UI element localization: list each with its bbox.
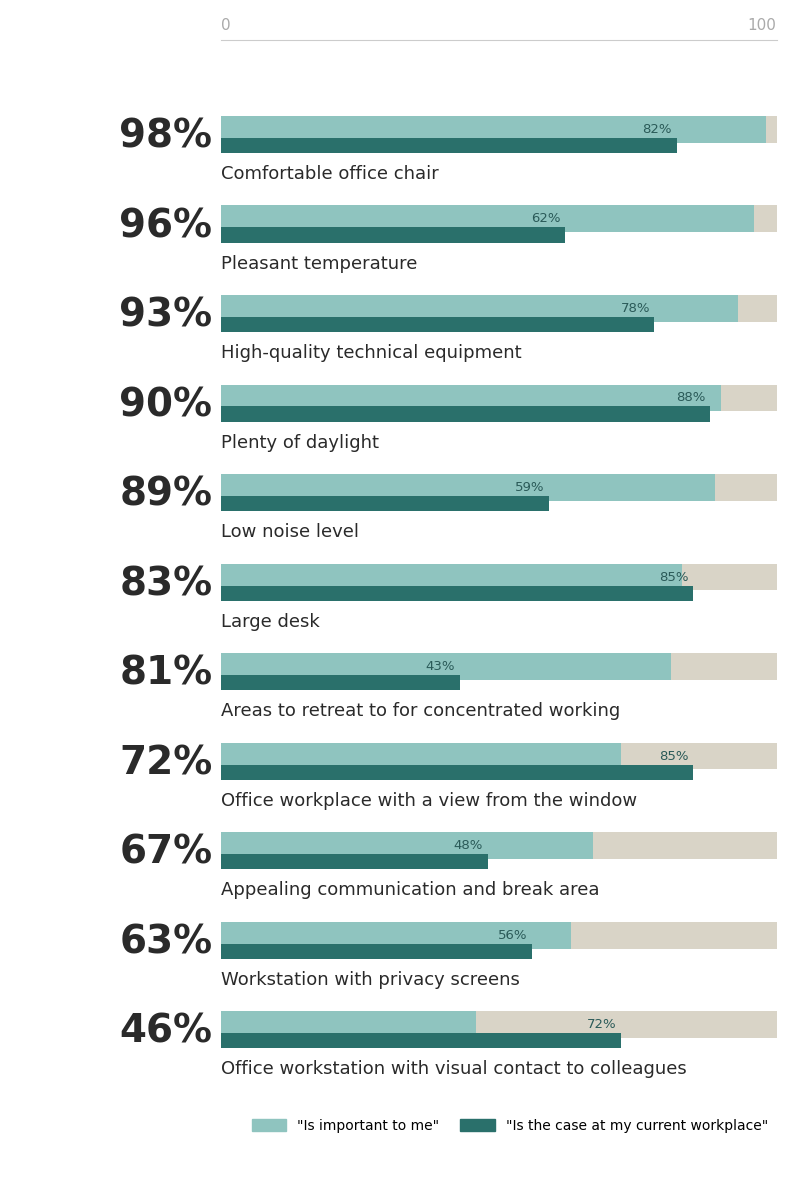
Bar	[221, 564, 777, 590]
Text: Office workplace with a view from the window: Office workplace with a view from the wi…	[221, 792, 637, 809]
Bar	[221, 474, 777, 501]
Bar	[221, 228, 566, 243]
Bar	[221, 316, 654, 332]
Text: 46%: 46%	[119, 1013, 212, 1051]
Bar	[221, 943, 532, 959]
Bar	[221, 653, 777, 680]
Text: 59%: 59%	[514, 481, 544, 494]
Bar	[221, 406, 710, 422]
Text: 82%: 82%	[642, 123, 672, 136]
Bar	[221, 585, 694, 601]
Text: 48%: 48%	[454, 839, 483, 852]
Bar	[221, 764, 694, 780]
Bar	[221, 564, 682, 590]
Text: Workstation with privacy screens: Workstation with privacy screens	[221, 971, 519, 989]
Text: 62%: 62%	[531, 212, 561, 225]
Bar	[221, 1033, 621, 1049]
Text: 43%: 43%	[426, 660, 455, 673]
Text: 85%: 85%	[659, 570, 689, 583]
Bar	[221, 743, 621, 769]
Text: 83%: 83%	[119, 565, 212, 603]
Text: 93%: 93%	[119, 296, 212, 334]
Text: 67%: 67%	[119, 834, 212, 872]
Text: 90%: 90%	[119, 386, 212, 424]
Bar	[221, 116, 777, 142]
Text: 100: 100	[748, 18, 777, 33]
Bar	[221, 1011, 476, 1038]
Bar	[221, 205, 777, 232]
Bar	[221, 854, 487, 870]
Legend: "Is important to me", "Is the case at my current workplace": "Is important to me", "Is the case at my…	[246, 1113, 774, 1139]
Text: 78%: 78%	[620, 302, 650, 315]
Text: 98%: 98%	[119, 117, 212, 155]
Bar	[221, 116, 766, 142]
Text: 72%: 72%	[587, 1018, 617, 1031]
Bar	[221, 922, 571, 948]
Bar	[221, 653, 671, 680]
Bar	[221, 295, 777, 322]
Text: Large desk: Large desk	[221, 613, 319, 630]
Bar	[221, 922, 777, 948]
Text: Appealing communication and break area: Appealing communication and break area	[221, 882, 599, 899]
Text: 63%: 63%	[119, 923, 212, 961]
Text: 85%: 85%	[659, 750, 689, 763]
Text: 81%: 81%	[119, 654, 212, 693]
Text: 0: 0	[221, 18, 230, 33]
Text: Areas to retreat to for concentrated working: Areas to retreat to for concentrated wor…	[221, 703, 620, 720]
Bar	[221, 497, 549, 511]
Bar	[221, 384, 721, 411]
Text: Low noise level: Low noise level	[221, 524, 358, 542]
Bar	[221, 832, 593, 859]
Text: 56%: 56%	[498, 929, 527, 942]
Bar	[221, 474, 715, 501]
Text: Pleasant temperature: Pleasant temperature	[221, 255, 417, 273]
Bar	[221, 675, 460, 691]
Text: 89%: 89%	[119, 475, 212, 513]
Bar	[221, 1011, 777, 1038]
Text: 88%: 88%	[676, 391, 706, 404]
Text: 72%: 72%	[119, 744, 212, 782]
Bar	[221, 832, 777, 859]
Text: Comfortable office chair: Comfortable office chair	[221, 165, 438, 184]
Text: Plenty of daylight: Plenty of daylight	[221, 434, 378, 451]
Bar	[221, 743, 777, 769]
Text: High-quality technical equipment: High-quality technical equipment	[221, 344, 522, 363]
Bar	[221, 205, 754, 232]
Bar	[221, 137, 677, 153]
Text: Office workstation with visual contact to colleagues: Office workstation with visual contact t…	[221, 1061, 686, 1078]
Bar	[221, 384, 777, 411]
Text: 96%: 96%	[119, 207, 212, 245]
Bar	[221, 295, 738, 322]
